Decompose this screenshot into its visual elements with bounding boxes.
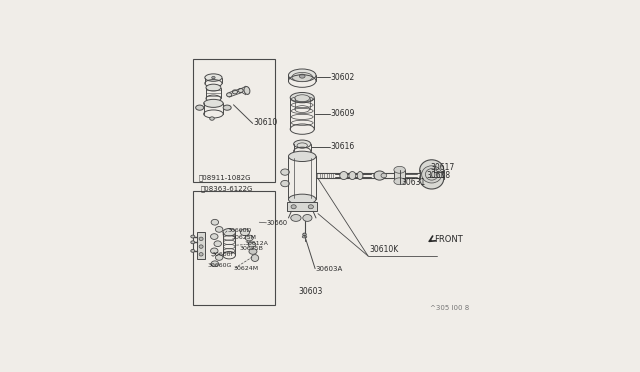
- Ellipse shape: [374, 171, 385, 180]
- Ellipse shape: [191, 235, 195, 238]
- Bar: [197, 232, 205, 260]
- Ellipse shape: [422, 166, 442, 183]
- Ellipse shape: [291, 205, 296, 209]
- Bar: [193, 59, 275, 182]
- Bar: [394, 170, 405, 181]
- Ellipse shape: [394, 166, 405, 173]
- Ellipse shape: [381, 173, 387, 178]
- Ellipse shape: [249, 248, 257, 254]
- Ellipse shape: [303, 215, 312, 221]
- Ellipse shape: [191, 241, 195, 244]
- Ellipse shape: [248, 242, 256, 247]
- Text: 30625M: 30625M: [232, 235, 257, 240]
- Bar: [287, 202, 317, 211]
- Text: 30610K: 30610K: [369, 245, 399, 254]
- Ellipse shape: [210, 117, 214, 120]
- Ellipse shape: [211, 219, 219, 225]
- Ellipse shape: [292, 73, 312, 81]
- Ellipse shape: [244, 87, 250, 94]
- Ellipse shape: [216, 227, 223, 232]
- Ellipse shape: [291, 215, 301, 221]
- Bar: [193, 191, 275, 305]
- Text: 30660G: 30660G: [207, 263, 232, 268]
- Ellipse shape: [196, 105, 204, 110]
- Ellipse shape: [281, 180, 289, 187]
- Ellipse shape: [295, 95, 310, 102]
- Text: 30624M: 30624M: [234, 266, 259, 271]
- Ellipse shape: [357, 171, 363, 180]
- Ellipse shape: [211, 261, 219, 267]
- Text: 30609: 30609: [330, 109, 355, 118]
- Ellipse shape: [223, 228, 236, 236]
- Ellipse shape: [199, 237, 203, 241]
- Text: 30610: 30610: [253, 118, 278, 127]
- Ellipse shape: [289, 151, 316, 161]
- Text: 30603: 30603: [299, 287, 323, 296]
- Text: 30660F: 30660F: [212, 252, 235, 257]
- Ellipse shape: [302, 236, 307, 238]
- Ellipse shape: [349, 171, 356, 180]
- Ellipse shape: [252, 254, 259, 262]
- Ellipse shape: [227, 93, 232, 97]
- Ellipse shape: [300, 74, 305, 78]
- Text: 30631: 30631: [401, 178, 426, 187]
- Ellipse shape: [199, 245, 203, 248]
- Ellipse shape: [245, 235, 253, 241]
- Ellipse shape: [238, 89, 243, 93]
- Text: 30660D: 30660D: [227, 228, 252, 233]
- Ellipse shape: [340, 171, 348, 180]
- Ellipse shape: [232, 90, 237, 94]
- Ellipse shape: [216, 254, 223, 260]
- Ellipse shape: [205, 74, 222, 81]
- Text: 30612A: 30612A: [244, 241, 268, 246]
- Ellipse shape: [211, 234, 218, 240]
- Ellipse shape: [241, 229, 250, 236]
- Ellipse shape: [394, 178, 405, 185]
- Ellipse shape: [191, 250, 195, 252]
- Ellipse shape: [204, 99, 223, 108]
- Text: 30618: 30618: [426, 171, 451, 180]
- Ellipse shape: [303, 233, 306, 236]
- Text: Ⓢ08363-6122G: Ⓢ08363-6122G: [200, 186, 253, 192]
- Text: ^305 l00 8: ^305 l00 8: [430, 305, 469, 311]
- Ellipse shape: [289, 194, 316, 205]
- Ellipse shape: [212, 76, 215, 79]
- Ellipse shape: [290, 93, 314, 103]
- Ellipse shape: [294, 140, 311, 148]
- Text: ⓝ08911-1082G: ⓝ08911-1082G: [198, 174, 251, 181]
- Ellipse shape: [289, 69, 316, 81]
- Ellipse shape: [206, 84, 221, 91]
- Text: FRONT: FRONT: [435, 235, 463, 244]
- Text: 30616: 30616: [330, 142, 355, 151]
- Text: 30660: 30660: [267, 220, 288, 226]
- Ellipse shape: [199, 253, 203, 256]
- Ellipse shape: [308, 205, 314, 209]
- Ellipse shape: [420, 160, 444, 180]
- Ellipse shape: [281, 169, 289, 175]
- Ellipse shape: [420, 169, 444, 189]
- Text: 30617: 30617: [430, 163, 454, 172]
- Text: 30625B: 30625B: [239, 246, 263, 251]
- Text: 30603A: 30603A: [316, 266, 343, 272]
- Ellipse shape: [211, 248, 218, 254]
- Text: 30602: 30602: [330, 73, 355, 81]
- Ellipse shape: [214, 241, 221, 247]
- Ellipse shape: [223, 105, 231, 110]
